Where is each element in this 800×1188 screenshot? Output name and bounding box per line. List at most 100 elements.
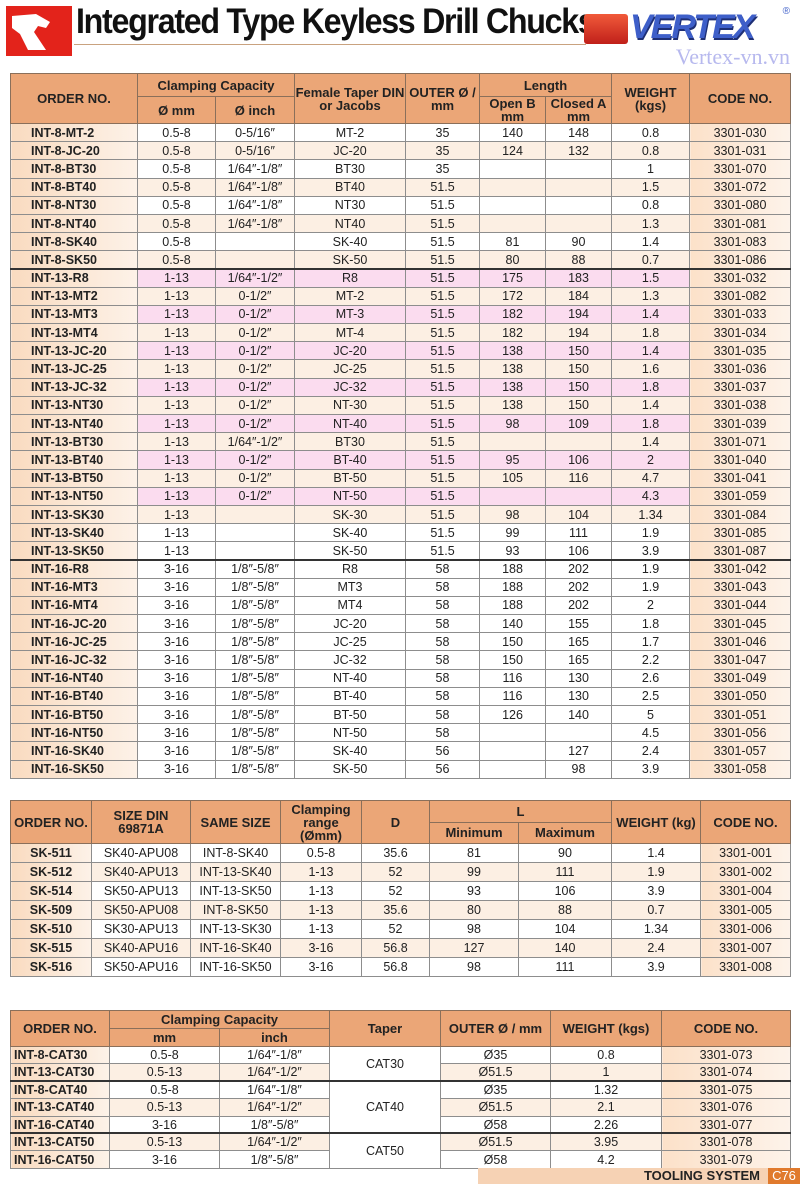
cell-open-length: 99 xyxy=(479,523,546,543)
cell-open-length xyxy=(479,741,546,761)
col-clamping-capacity: Clamping Capacity xyxy=(137,73,295,97)
cell-d: 52 xyxy=(361,881,430,901)
col-code-no: CODE NO. xyxy=(661,1010,791,1047)
cell-clamp-mm: 1-13 xyxy=(137,286,216,306)
cell-clamp-inch: 1/64″-1/2″ xyxy=(215,432,295,452)
cell-outer: Ø35 xyxy=(440,1045,551,1065)
cell-code-no: 3301-077 xyxy=(661,1115,791,1134)
cell-outer: Ø58 xyxy=(440,1150,551,1169)
cell-weight: 2.6 xyxy=(611,668,691,688)
cell-open-length: 93 xyxy=(479,541,546,561)
cell-weight: 1.32 xyxy=(550,1080,662,1100)
cell-weight: 1.4 xyxy=(611,232,691,252)
cell-outer: 51.5 xyxy=(405,395,480,416)
cell-clamping-range: 1-13 xyxy=(280,862,362,882)
cell-clamp-mm: 0.5-13 xyxy=(109,1063,220,1082)
table-row: INT-16-SK40 3-16 1/8″-5/8″ SK-40 56 127 2.4 330… xyxy=(10,741,792,761)
cell-open-length: 182 xyxy=(479,304,546,325)
cell-code-no: 3301-059 xyxy=(689,486,792,506)
cell-clamp-inch: 0-1/2″ xyxy=(215,468,295,488)
cell-l-min: 81 xyxy=(429,843,519,863)
cell-code-no: 3301-005 xyxy=(700,900,792,920)
cell-weight: 1.3 xyxy=(611,286,691,306)
cell-l-min: 127 xyxy=(429,938,519,958)
cell-code-no: 3301-034 xyxy=(689,323,792,343)
cell-clamp-mm: 0.5-13 xyxy=(109,1132,220,1152)
cell-weight: 1.9 xyxy=(611,577,691,597)
table-body: INT-8-CAT30 0.5-8 1/64″-1/8″ CAT30 Ø35 0.8 330… xyxy=(10,1045,791,1169)
cell-taper: SK-50 xyxy=(294,759,406,779)
cell-l-max: 88 xyxy=(517,900,613,920)
cell-clamp-mm: 3-16 xyxy=(137,668,216,688)
cell-closed-length: 148 xyxy=(544,122,613,143)
cell-open-length: 138 xyxy=(479,359,546,379)
cell-order-no: INT-16-JC-25 xyxy=(10,632,138,652)
col-clamping-range: Clamping range (Ømm) xyxy=(280,800,362,844)
cell-order-no: INT-13-BT40 xyxy=(10,450,138,470)
cell-clamping-range: 0.5-8 xyxy=(280,843,362,863)
cell-order-no: INT-8-CAT30 xyxy=(10,1045,110,1065)
cell-weight: 2.2 xyxy=(611,650,691,670)
cell-clamping-range: 3-16 xyxy=(280,938,362,958)
cell-outer: 58 xyxy=(405,614,480,634)
cell-order-no: INT-16-MT4 xyxy=(10,595,138,616)
cell-clamp-mm: 0.5-13 xyxy=(109,1098,220,1117)
cell-clamp-inch: 1/64″-1/8″ xyxy=(215,159,295,179)
table-row: INT-13-BT30 1-13 1/64″-1/2″ BT30 51.5 1.4 3301… xyxy=(10,432,792,452)
cell-order-no: INT-13-JC-25 xyxy=(10,359,138,379)
integrated-chuck-table: ORDER NO. Clamping Capacity Female Taper… xyxy=(10,73,792,779)
table-row: INT-8-CAT30 0.5-8 1/64″-1/8″ CAT30 Ø35 0.8 330… xyxy=(10,1045,791,1082)
cell-clamp-inch: 0-5/16″ xyxy=(215,141,295,161)
cell-open-length: 81 xyxy=(479,232,546,252)
cell-order-no: INT-8-NT30 xyxy=(10,195,138,215)
eagle-logo-icon xyxy=(6,6,72,56)
cell-order-no: INT-13-JC-32 xyxy=(10,377,138,397)
cell-l-min: 80 xyxy=(429,900,519,920)
cell-taper: JC-32 xyxy=(294,650,406,670)
cell-clamp-mm: 0.5-8 xyxy=(137,159,216,179)
cell-code-no: 3301-079 xyxy=(661,1150,791,1169)
cell-clamp-mm: 3-16 xyxy=(137,686,216,707)
cell-closed-length: 130 xyxy=(544,686,613,707)
cell-code-no: 3301-070 xyxy=(689,159,792,179)
cell-outer: 51.5 xyxy=(405,450,480,470)
cell-clamp-inch: 0-1/2″ xyxy=(215,395,295,416)
cell-closed-length: 88 xyxy=(544,250,613,270)
cell-taper: JC-20 xyxy=(294,614,406,634)
cell-taper: SK-50 xyxy=(294,541,406,561)
cell-closed-length xyxy=(544,723,613,743)
cell-open-length: 116 xyxy=(479,668,546,688)
registered-mark: ® xyxy=(782,6,790,17)
cell-weight: 1.4 xyxy=(611,304,691,325)
cell-clamp-inch: 1/64″-1/2″ xyxy=(219,1063,330,1082)
cell-closed-length: 150 xyxy=(544,377,613,397)
cell-clamp-inch: 0-1/2″ xyxy=(215,323,295,343)
cell-order-no: INT-13-MT4 xyxy=(10,323,138,343)
cell-weight: 1.4 xyxy=(611,432,691,452)
cell-code-no: 3301-036 xyxy=(689,359,792,379)
cell-clamp-inch: 1/8″-5/8″ xyxy=(215,723,295,743)
cell-clamp-inch xyxy=(215,504,295,525)
cell-clamp-inch: 1/64″-1/8″ xyxy=(215,177,295,197)
cell-code-no: 3301-045 xyxy=(689,614,792,634)
cell-order-no: INT-8-JC-20 xyxy=(10,141,138,161)
cell-weight: 1.8 xyxy=(611,323,691,343)
table-row: INT-16-JC-20 3-16 1/8″-5/8″ JC-20 58 140 155 1.… xyxy=(10,614,792,634)
cell-open-length: 182 xyxy=(479,323,546,343)
cell-d: 52 xyxy=(361,862,430,882)
cell-same-size: INT-16-SK50 xyxy=(190,957,281,977)
table-row: INT-16-NT40 3-16 1/8″-5/8″ NT-40 58 116 130 2.6… xyxy=(10,668,792,688)
cell-open-length: 98 xyxy=(479,413,546,434)
cell-code-no: 3301-078 xyxy=(661,1132,791,1152)
cell-closed-length xyxy=(544,159,613,179)
cell-weight: 0.8 xyxy=(611,122,691,143)
cell-open-length: 138 xyxy=(479,377,546,397)
cell-outer: 51.5 xyxy=(405,341,480,361)
cell-order-no: INT-13-SK40 xyxy=(10,523,138,543)
table-row: INT-8-SK40 0.5-8 SK-40 51.5 81 90 1.4 3301-083 xyxy=(10,232,792,252)
cell-order-no: INT-13-NT30 xyxy=(10,395,138,416)
cell-order-no: INT-8-BT30 xyxy=(10,159,138,179)
cell-open-length: 95 xyxy=(479,450,546,470)
cell-l-min: 98 xyxy=(429,919,519,939)
cell-code-no: 3301-040 xyxy=(689,450,792,470)
